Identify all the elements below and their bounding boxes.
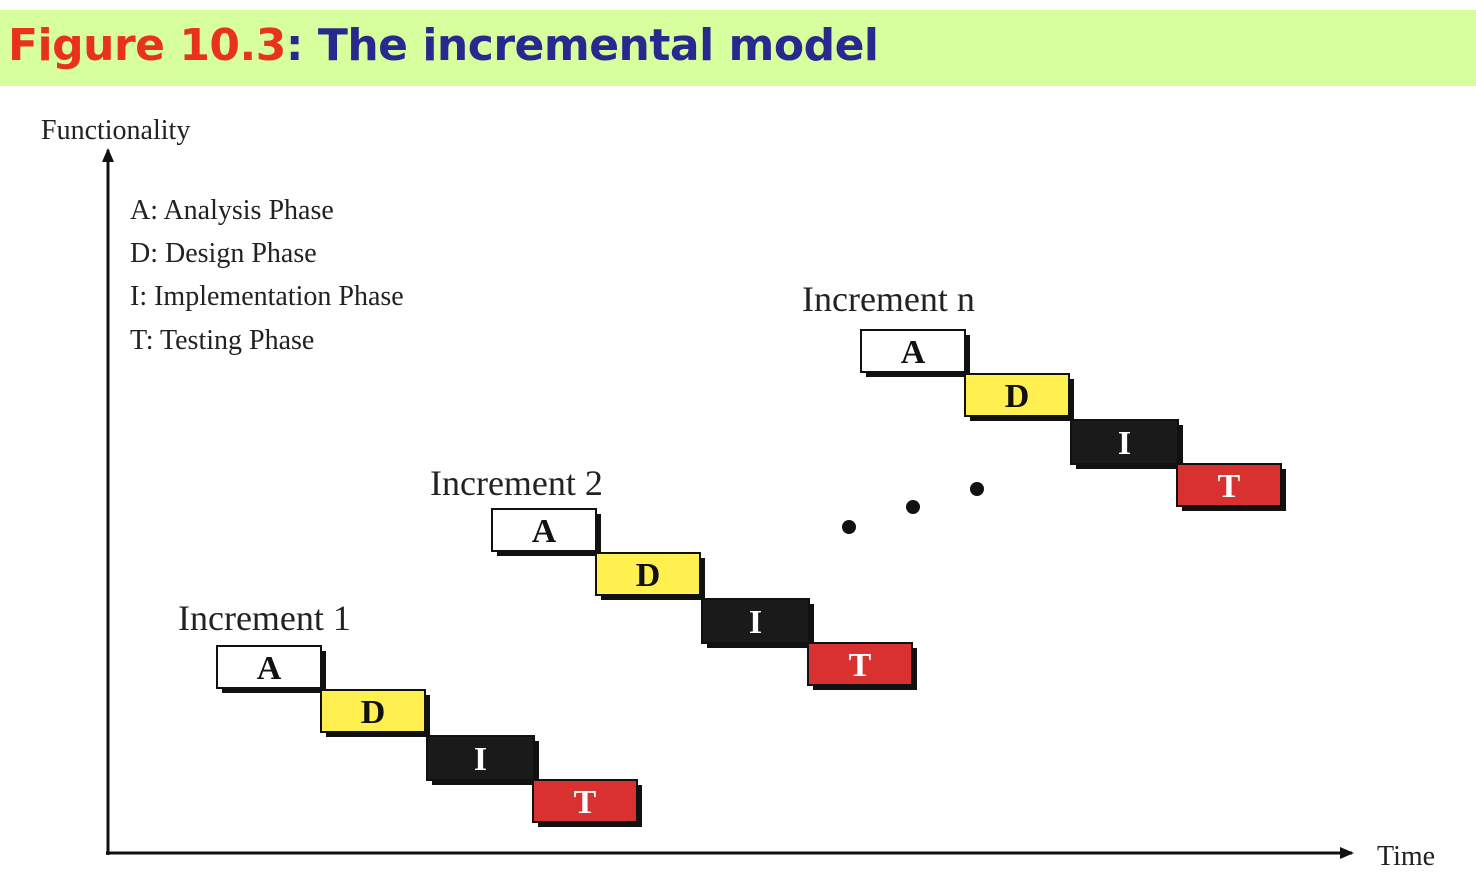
y-axis-label: Functionality bbox=[41, 115, 190, 146]
phase-box-implementation: I bbox=[1070, 419, 1183, 469]
phase-box-fill bbox=[426, 735, 535, 781]
phase-box-testing: T bbox=[1176, 463, 1286, 511]
figure-number: Figure 10.3 bbox=[8, 20, 286, 71]
phase-box-design: D bbox=[595, 552, 705, 600]
phase-box-testing: T bbox=[807, 642, 917, 690]
phase-letter: I bbox=[1118, 425, 1131, 462]
legend: A: Analysis Phase D: Design Phase I: Imp… bbox=[130, 195, 404, 356]
increment-label: Increment n bbox=[802, 279, 975, 319]
legend-item-analysis: A: Analysis Phase bbox=[130, 195, 334, 226]
increment-1: Increment 1 A D I T bbox=[178, 598, 642, 827]
title-separator: : bbox=[285, 20, 304, 71]
phase-letter: T bbox=[849, 647, 872, 684]
phase-box-implementation: I bbox=[701, 598, 814, 648]
phase-box-fill bbox=[216, 645, 322, 689]
phase-box-fill bbox=[532, 779, 638, 823]
phase-box-fill bbox=[595, 552, 701, 596]
phase-box-fill bbox=[320, 689, 426, 733]
ellipsis-dot bbox=[970, 482, 984, 496]
legend-item-implementation: I: Implementation Phase bbox=[130, 281, 404, 312]
ellipsis-dot bbox=[842, 520, 856, 534]
phase-box-testing: T bbox=[532, 779, 642, 827]
phase-letter: D bbox=[1005, 378, 1030, 415]
figure-title: The incremental model bbox=[317, 20, 879, 71]
phase-letter: A bbox=[901, 334, 926, 371]
phase-box-fill bbox=[964, 373, 1070, 417]
title-bar: Figure 10.3: The incremental model bbox=[0, 10, 1476, 86]
phase-box-implementation: I bbox=[426, 735, 539, 785]
page-title: Figure 10.3: The incremental model bbox=[8, 10, 879, 86]
phase-box-analysis: A bbox=[860, 329, 970, 377]
phase-box-fill bbox=[1176, 463, 1282, 507]
phase-letter: T bbox=[1218, 468, 1241, 505]
phase-box-analysis: A bbox=[491, 508, 601, 556]
phase-letter: D bbox=[636, 557, 661, 594]
phase-letter: I bbox=[749, 604, 762, 641]
increment-2: Increment 2 A D I T bbox=[430, 463, 917, 690]
phase-letter: D bbox=[361, 694, 386, 731]
phase-box-design: D bbox=[964, 373, 1074, 421]
phase-letter: T bbox=[574, 784, 597, 821]
ellipsis-dots bbox=[842, 482, 984, 534]
phase-letter: I bbox=[474, 741, 487, 778]
increment-n: Increment n A D I T bbox=[802, 279, 1286, 511]
phase-box-fill bbox=[807, 642, 913, 686]
phase-letter: A bbox=[257, 650, 282, 687]
phase-box-fill bbox=[860, 329, 966, 373]
increment-label: Increment 1 bbox=[178, 598, 351, 638]
x-axis-label: Time bbox=[1377, 841, 1435, 872]
phase-box-design: D bbox=[320, 689, 430, 737]
phase-box-analysis: A bbox=[216, 645, 326, 693]
legend-item-design: D: Design Phase bbox=[130, 238, 317, 269]
legend-item-testing: T: Testing Phase bbox=[130, 325, 314, 356]
ellipsis-dot bbox=[906, 500, 920, 514]
phase-box-fill bbox=[1070, 419, 1179, 465]
phase-box-fill bbox=[491, 508, 597, 552]
increment-label: Increment 2 bbox=[430, 463, 603, 503]
phase-box-fill bbox=[701, 598, 810, 644]
phase-letter: A bbox=[532, 513, 557, 550]
